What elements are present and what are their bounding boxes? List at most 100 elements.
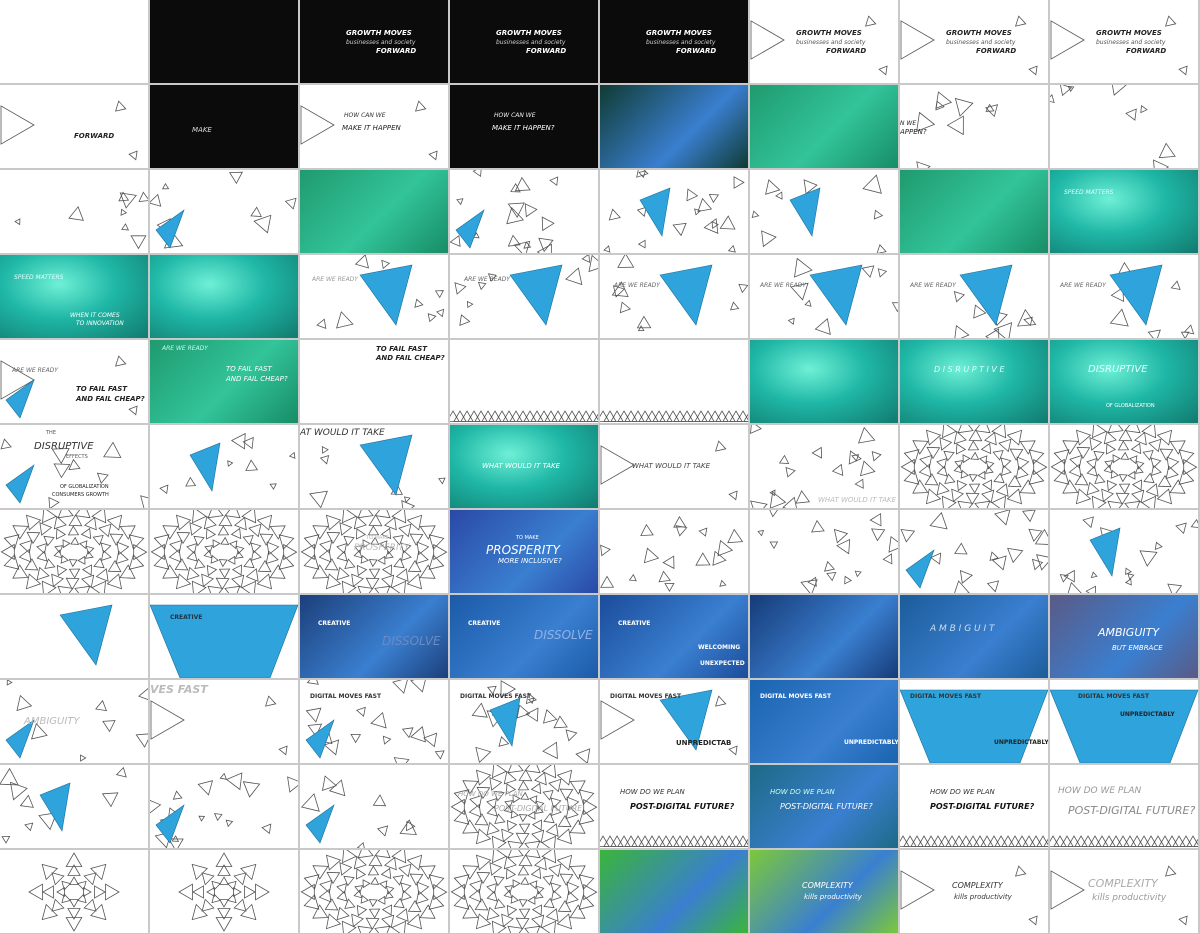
video-frame-thumbnail[interactable]: CREATIVE DISSOLVE [300, 595, 448, 678]
video-frame-thumbnail[interactable]: D I S R U P T I V E [900, 340, 1048, 423]
video-frame-thumbnail[interactable] [300, 850, 448, 933]
video-frame-thumbnail[interactable]: FORWARD [0, 85, 148, 168]
video-frame-thumbnail[interactable]: GROWTH MOVES businesses and society FORWAR… [1050, 0, 1198, 83]
video-frame-thumbnail[interactable]: CREATIVE WELCOMING UNEXPECTED [600, 595, 748, 678]
video-frame-thumbnail[interactable]: GROWTH MOVES businesses and society FORWAR… [600, 0, 748, 83]
video-frame-thumbnail[interactable] [750, 170, 898, 253]
video-frame-thumbnail[interactable] [900, 425, 1048, 508]
video-frame-thumbnail[interactable]: COMPLEXITY kills productivity [750, 850, 898, 933]
video-frame-thumbnail[interactable] [0, 595, 148, 678]
video-frame-thumbnail[interactable] [600, 850, 748, 933]
outline-triangle [95, 568, 109, 582]
video-frame-thumbnail[interactable] [150, 425, 298, 508]
video-frame-thumbnail[interactable] [900, 170, 1048, 253]
video-frame-thumbnail[interactable]: HOW DO WE PLAN POST-DIGITAL FUTURE [450, 765, 598, 848]
video-frame-thumbnail[interactable]: DIGITAL MOVES FAST [300, 680, 448, 763]
video-frame-thumbnail[interactable] [450, 850, 598, 933]
video-frame-thumbnail[interactable]: N WE APPEN? [900, 85, 1048, 168]
video-frame-thumbnail[interactable] [450, 170, 598, 253]
video-frame-thumbnail[interactable]: AMBIGUITY BUT EMBRACE [1050, 595, 1198, 678]
video-frame-thumbnail[interactable] [900, 510, 1048, 593]
outline-triangle [1019, 440, 1036, 455]
video-frame-thumbnail[interactable]: WHAT WOULD IT TAKE [750, 425, 898, 508]
video-frame-thumbnail[interactable]: ARE WE READY [1050, 255, 1198, 338]
video-frame-thumbnail[interactable]: SPEED MATTERS [1050, 170, 1198, 253]
video-frame-thumbnail[interactable]: GROWTH MOVES businesses and society FORWAR… [450, 0, 598, 83]
video-frame-thumbnail[interactable]: ARE WE READY [900, 255, 1048, 338]
video-frame-thumbnail[interactable]: DISRUPTIVE OF GLOBALIZATION [1050, 340, 1198, 423]
video-frame-thumbnail[interactable]: ARE WE READY [600, 255, 748, 338]
video-frame-thumbnail[interactable]: ARE WE READY [450, 255, 598, 338]
outline-triangle [234, 550, 244, 559]
outline-triangle [204, 545, 214, 554]
outline-triangle [715, 695, 727, 707]
video-frame-thumbnail[interactable]: TO MAKE PROSPERITY MORE INCLUSIVE? [450, 510, 598, 593]
video-frame-thumbnail[interactable]: GROWTH MOVES businesses and society FORWAR… [750, 0, 898, 83]
video-frame-thumbnail[interactable] [150, 255, 298, 338]
video-frame-thumbnail[interactable] [0, 850, 148, 933]
video-frame-thumbnail[interactable] [0, 170, 148, 253]
video-frame-thumbnail[interactable]: THE DISRUPTIVE EFFECTS OF GLOBALIZATION CONS… [0, 425, 148, 508]
video-frame-thumbnail[interactable] [600, 340, 748, 423]
video-frame-thumbnail[interactable]: TO FAIL FAST AND FAIL CHEAP? [300, 340, 448, 423]
outline-triangle [360, 554, 369, 564]
video-frame-thumbnail[interactable] [0, 765, 148, 848]
video-frame-thumbnail[interactable] [0, 0, 148, 83]
video-frame-thumbnail[interactable]: CREATIVE [150, 595, 298, 678]
video-frame-thumbnail[interactable] [150, 0, 298, 83]
video-frame-thumbnail[interactable]: WHAT WOULD IT TAKE [450, 425, 598, 508]
outline-triangle [672, 222, 687, 237]
video-frame-thumbnail[interactable]: VES FAST [150, 680, 298, 763]
video-frame-thumbnail[interactable] [450, 340, 598, 423]
video-frame-thumbnail[interactable]: HOW DO WE PLAN POST-DIGITAL FUTURE? [900, 765, 1048, 848]
video-frame-thumbnail[interactable] [750, 340, 898, 423]
video-frame-thumbnail[interactable] [750, 510, 898, 593]
video-frame-thumbnail[interactable]: ARE WE READY TO FAIL FAST AND FAIL CHEAP? [150, 340, 298, 423]
video-frame-thumbnail[interactable]: HOW DO WE PLAN POST-DIGITAL FUTURE? [1050, 765, 1198, 848]
video-frame-thumbnail[interactable]: COMPLEXITY kills productivity [1050, 850, 1198, 933]
video-frame-thumbnail[interactable]: WHAT WOULD IT TAKE [600, 425, 748, 508]
video-frame-thumbnail[interactable]: AMBIGUITY [0, 680, 148, 763]
video-frame-thumbnail[interactable]: GROWTH MOVES businesses and society FORWAR… [900, 0, 1048, 83]
video-frame-thumbnail[interactable] [600, 170, 748, 253]
video-frame-thumbnail[interactable]: DIGITAL MOVES FAST UNPREDICTABLY [750, 680, 898, 763]
video-frame-thumbnail[interactable]: DIGITAL MOVES FAST UNPREDICTAB [600, 680, 748, 763]
video-frame-thumbnail[interactable]: GROWTH MOVES businesses and society FORWAR… [300, 0, 448, 83]
frame-graphics [916, 91, 999, 168]
video-frame-thumbnail[interactable] [750, 595, 898, 678]
video-frame-thumbnail[interactable] [150, 170, 298, 253]
video-frame-thumbnail[interactable]: ARE WE READY [300, 255, 448, 338]
video-frame-thumbnail[interactable]: HOW CAN WE MAKE IT HAPPEN? [450, 85, 598, 168]
video-frame-thumbnail[interactable] [300, 765, 448, 848]
video-frame-thumbnail[interactable] [150, 850, 298, 933]
video-frame-thumbnail[interactable]: MAKE [150, 85, 298, 168]
video-frame-thumbnail[interactable] [300, 170, 448, 253]
video-frame-thumbnail[interactable] [600, 85, 748, 168]
video-frame-thumbnail[interactable]: AT WOULD IT TAKE [300, 425, 448, 508]
video-frame-thumbnail[interactable] [150, 510, 298, 593]
video-frame-thumbnail[interactable]: DIGITAL MOVES FAST [450, 680, 598, 763]
outline-triangle [954, 460, 964, 469]
video-frame-thumbnail[interactable]: HOW CAN WE MAKE IT HAPPEN [300, 85, 448, 168]
video-frame-thumbnail[interactable] [0, 510, 148, 593]
video-frame-thumbnail[interactable]: SPEED MATTERS WHEN IT COMES TO INNOVATION [0, 255, 148, 338]
video-frame-thumbnail[interactable] [1050, 510, 1198, 593]
outline-triangle [36, 542, 48, 555]
video-frame-thumbnail[interactable]: ARE WE READY [750, 255, 898, 338]
video-frame-thumbnail[interactable]: ARE WE READY TO FAIL FAST AND FAIL CHEAP? [0, 340, 148, 423]
video-frame-thumbnail[interactable] [600, 510, 748, 593]
video-frame-thumbnail[interactable]: DIGITAL MOVES FAST UNPREDICTABLY [1050, 680, 1198, 763]
outline-triangle [957, 425, 974, 434]
video-frame-thumbnail[interactable]: CREATIVE DISSOLVE [450, 595, 598, 678]
video-frame-thumbnail[interactable]: DIGITAL MOVES FAST UNPREDICTABLY [900, 680, 1048, 763]
video-frame-thumbnail[interactable]: HOW DO WE PLAN POST-DIGITAL FUTURE? [600, 765, 748, 848]
video-frame-thumbnail[interactable]: HOW DO WE PLAN POST-DIGITAL FUTURE? [750, 765, 898, 848]
video-frame-thumbnail[interactable] [750, 85, 898, 168]
video-frame-thumbnail[interactable]: COMPLEXITY kills productivity [900, 850, 1048, 933]
video-frame-thumbnail[interactable] [150, 765, 298, 848]
video-frame-thumbnail[interactable]: TO MAKE PROSPERITY [300, 510, 448, 593]
video-frame-thumbnail[interactable] [1050, 425, 1198, 508]
outline-triangle [1178, 469, 1195, 485]
video-frame-thumbnail[interactable]: A M B I G U I T [900, 595, 1048, 678]
video-frame-thumbnail[interactable] [1050, 85, 1198, 168]
